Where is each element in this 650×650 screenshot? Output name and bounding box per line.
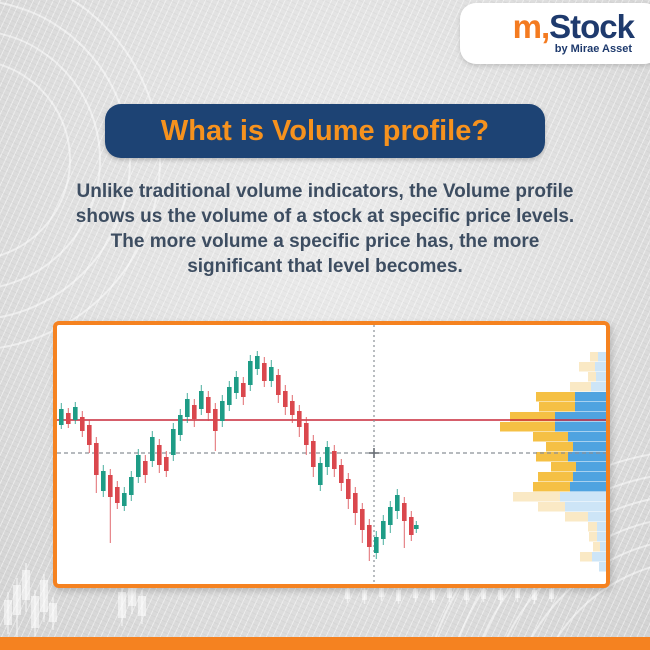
candlestick-volume-profile-chart bbox=[57, 325, 606, 584]
page-title: What is Volume profile? bbox=[160, 114, 490, 147]
description-line-2: shows us the volume of a stock at specif… bbox=[75, 206, 575, 227]
title-banner: What is Volume profile? bbox=[105, 104, 545, 158]
mstock-logo: m,Stock bbox=[513, 10, 635, 43]
logo-m-mark: m, bbox=[512, 8, 551, 45]
logo-tagline: by Mirae Asset bbox=[554, 43, 632, 55]
description-line-4: significant that level becomes. bbox=[187, 256, 463, 277]
chart-card bbox=[53, 321, 610, 588]
description-text: Unlike traditional volume indicators, th… bbox=[15, 179, 635, 279]
footer-accent-bar bbox=[0, 637, 650, 650]
description-line-1: Unlike traditional volume indicators, th… bbox=[76, 181, 574, 202]
logo-stock-text: Stock bbox=[549, 8, 635, 45]
brand-logo-card: m,Stock by Mirae Asset bbox=[460, 3, 650, 64]
description-line-3: The more volume a specific price has, th… bbox=[110, 231, 540, 252]
